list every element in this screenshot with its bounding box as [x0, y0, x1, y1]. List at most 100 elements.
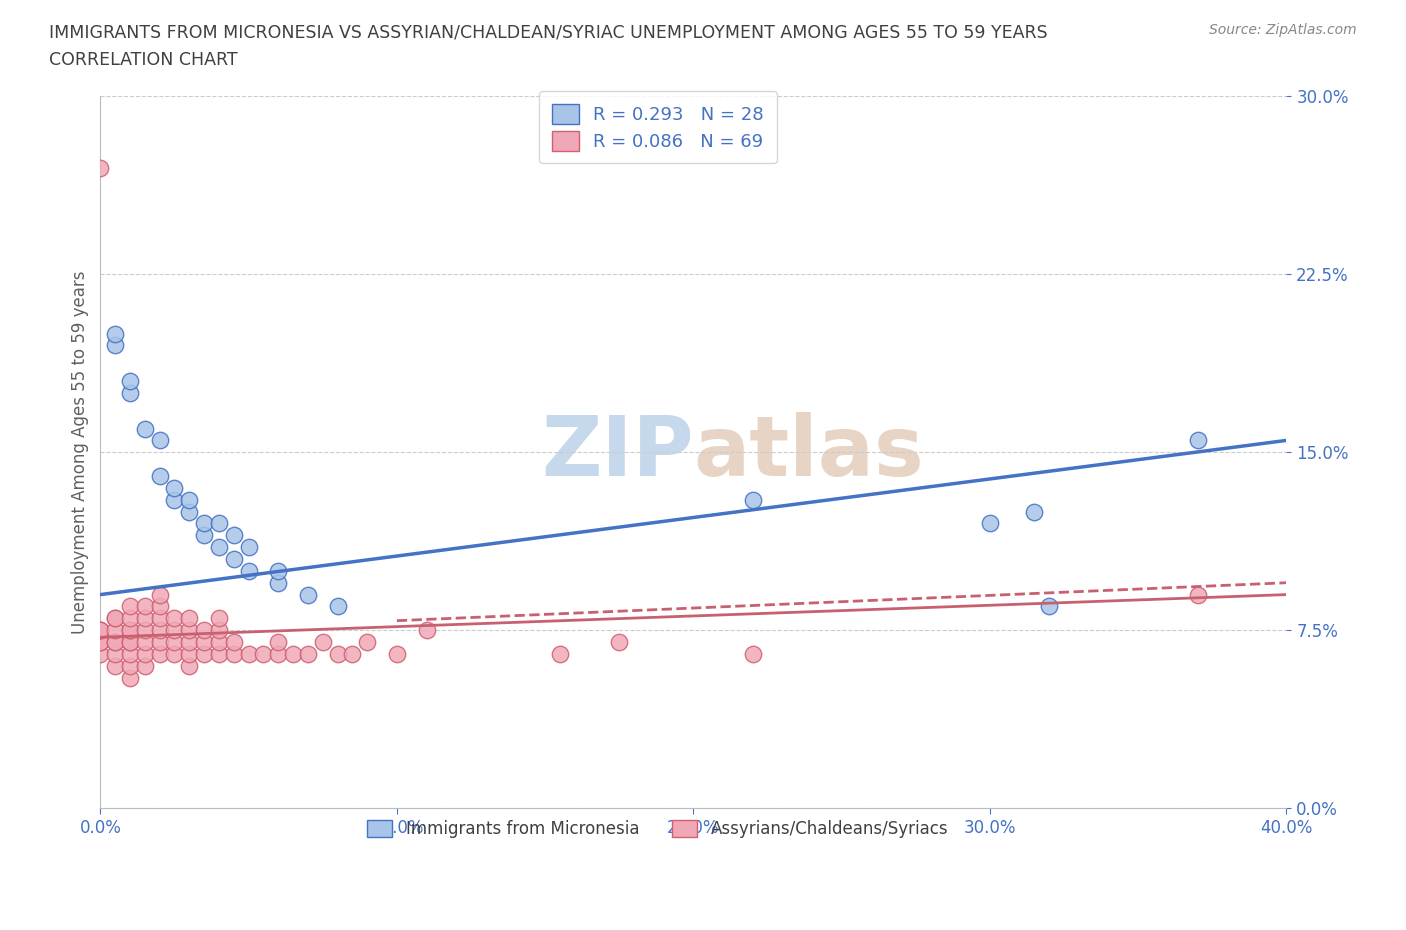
Point — [149, 433, 172, 448]
Point — [238, 539, 260, 554]
Point — [104, 634, 127, 649]
Point — [149, 634, 172, 649]
Point — [118, 671, 141, 685]
Point — [118, 611, 141, 626]
Point — [134, 623, 156, 638]
Point — [222, 634, 245, 649]
Point — [149, 611, 172, 626]
Point — [104, 611, 127, 626]
Legend: Immigrants from Micronesia, Assyrians/Chaldeans/Syriacs: Immigrants from Micronesia, Assyrians/Ch… — [356, 808, 960, 850]
Point — [134, 599, 156, 614]
Point — [356, 634, 378, 649]
Point — [297, 646, 319, 661]
Text: IMMIGRANTS FROM MICRONESIA VS ASSYRIAN/CHALDEAN/SYRIAC UNEMPLOYMENT AMONG AGES 5: IMMIGRANTS FROM MICRONESIA VS ASSYRIAN/C… — [49, 23, 1047, 41]
Point — [238, 564, 260, 578]
Point — [149, 623, 172, 638]
Point — [222, 551, 245, 566]
Point — [104, 326, 127, 341]
Point — [607, 634, 630, 649]
Point — [179, 504, 201, 519]
Point — [252, 646, 274, 661]
Point — [89, 623, 111, 638]
Point — [118, 646, 141, 661]
Point — [89, 623, 111, 638]
Point — [163, 492, 186, 507]
Point — [149, 599, 172, 614]
Point — [134, 658, 156, 673]
Point — [118, 623, 141, 638]
Point — [208, 623, 231, 638]
Point — [163, 646, 186, 661]
Point — [134, 611, 156, 626]
Point — [179, 611, 201, 626]
Point — [179, 634, 201, 649]
Text: atlas: atlas — [693, 412, 924, 493]
Point — [548, 646, 571, 661]
Point — [163, 611, 186, 626]
Point — [134, 634, 156, 649]
Point — [267, 634, 290, 649]
Point — [118, 374, 141, 389]
Point — [104, 339, 127, 353]
Point — [118, 634, 141, 649]
Text: Source: ZipAtlas.com: Source: ZipAtlas.com — [1209, 23, 1357, 37]
Point — [208, 516, 231, 531]
Y-axis label: Unemployment Among Ages 55 to 59 years: Unemployment Among Ages 55 to 59 years — [72, 271, 89, 634]
Point — [104, 623, 127, 638]
Point — [104, 646, 127, 661]
Point — [193, 516, 215, 531]
Point — [104, 611, 127, 626]
Point — [297, 587, 319, 602]
Point — [741, 492, 763, 507]
Point — [89, 160, 111, 175]
Point — [267, 576, 290, 591]
Point — [741, 646, 763, 661]
Point — [89, 623, 111, 638]
Point — [104, 634, 127, 649]
Point — [193, 646, 215, 661]
Point — [238, 646, 260, 661]
Point — [208, 634, 231, 649]
Point — [179, 658, 201, 673]
Point — [118, 634, 141, 649]
Point — [326, 599, 349, 614]
Point — [1187, 587, 1209, 602]
Point — [89, 646, 111, 661]
Point — [179, 623, 201, 638]
Point — [118, 599, 141, 614]
Point — [312, 634, 335, 649]
Point — [1187, 433, 1209, 448]
Point — [208, 611, 231, 626]
Point — [208, 646, 231, 661]
Point — [267, 646, 290, 661]
Point — [149, 587, 172, 602]
Point — [415, 623, 437, 638]
Point — [134, 646, 156, 661]
Point — [118, 386, 141, 401]
Point — [281, 646, 304, 661]
Point — [179, 492, 201, 507]
Point — [89, 634, 111, 649]
Point — [1024, 504, 1046, 519]
Point — [163, 481, 186, 496]
Text: ZIP: ZIP — [541, 412, 693, 493]
Point — [326, 646, 349, 661]
Point — [179, 646, 201, 661]
Point — [267, 564, 290, 578]
Text: CORRELATION CHART: CORRELATION CHART — [49, 51, 238, 69]
Point — [222, 646, 245, 661]
Point — [104, 658, 127, 673]
Point — [193, 623, 215, 638]
Point — [222, 528, 245, 543]
Point — [89, 634, 111, 649]
Point — [134, 421, 156, 436]
Point — [149, 646, 172, 661]
Point — [979, 516, 1001, 531]
Point — [163, 634, 186, 649]
Point — [385, 646, 408, 661]
Point — [118, 658, 141, 673]
Point — [193, 634, 215, 649]
Point — [1038, 599, 1060, 614]
Point — [342, 646, 364, 661]
Point — [208, 539, 231, 554]
